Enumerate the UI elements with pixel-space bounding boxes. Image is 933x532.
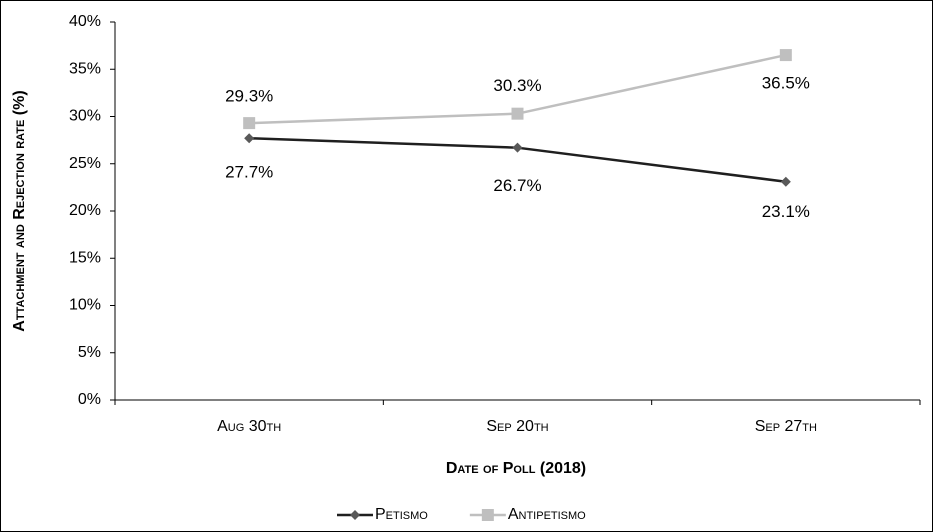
legend-label: Petismo (375, 506, 428, 523)
y-axis-title: Attachment and Rejection rate (%) (11, 90, 28, 331)
y-tick-label: 15% (69, 249, 101, 266)
x-tick-label: Aug 30th (217, 418, 281, 435)
x-axis-title: Date of Poll (2018) (446, 460, 586, 477)
y-tick-label: 0% (78, 391, 101, 408)
y-tick-label: 10% (69, 297, 101, 314)
data-point (511, 107, 524, 120)
y-tick-label: 35% (69, 60, 101, 77)
data-label: 26.7% (493, 176, 541, 195)
data-label: 23.1% (762, 202, 810, 221)
y-tick-label: 30% (69, 108, 101, 125)
data-point (244, 133, 255, 144)
data-label: 29.3% (225, 87, 273, 106)
data-label: 36.5% (762, 74, 810, 93)
data-label: 27.7% (225, 163, 273, 182)
y-tick-label: 20% (69, 202, 101, 219)
x-tick-label: Sep 20th (486, 418, 548, 435)
data-point (779, 49, 792, 62)
data-point (512, 142, 523, 153)
x-tick-label: Sep 27th (755, 418, 817, 435)
legend-marker (481, 509, 494, 521)
data-label: 30.3% (493, 76, 541, 95)
y-tick-label: 5% (78, 344, 101, 361)
y-tick-label: 40% (69, 13, 101, 30)
data-point (780, 176, 791, 187)
legend-marker (350, 510, 360, 520)
y-tick-label: 25% (69, 155, 101, 172)
legend-label: Antipetismo (508, 506, 586, 523)
data-point (243, 117, 256, 130)
